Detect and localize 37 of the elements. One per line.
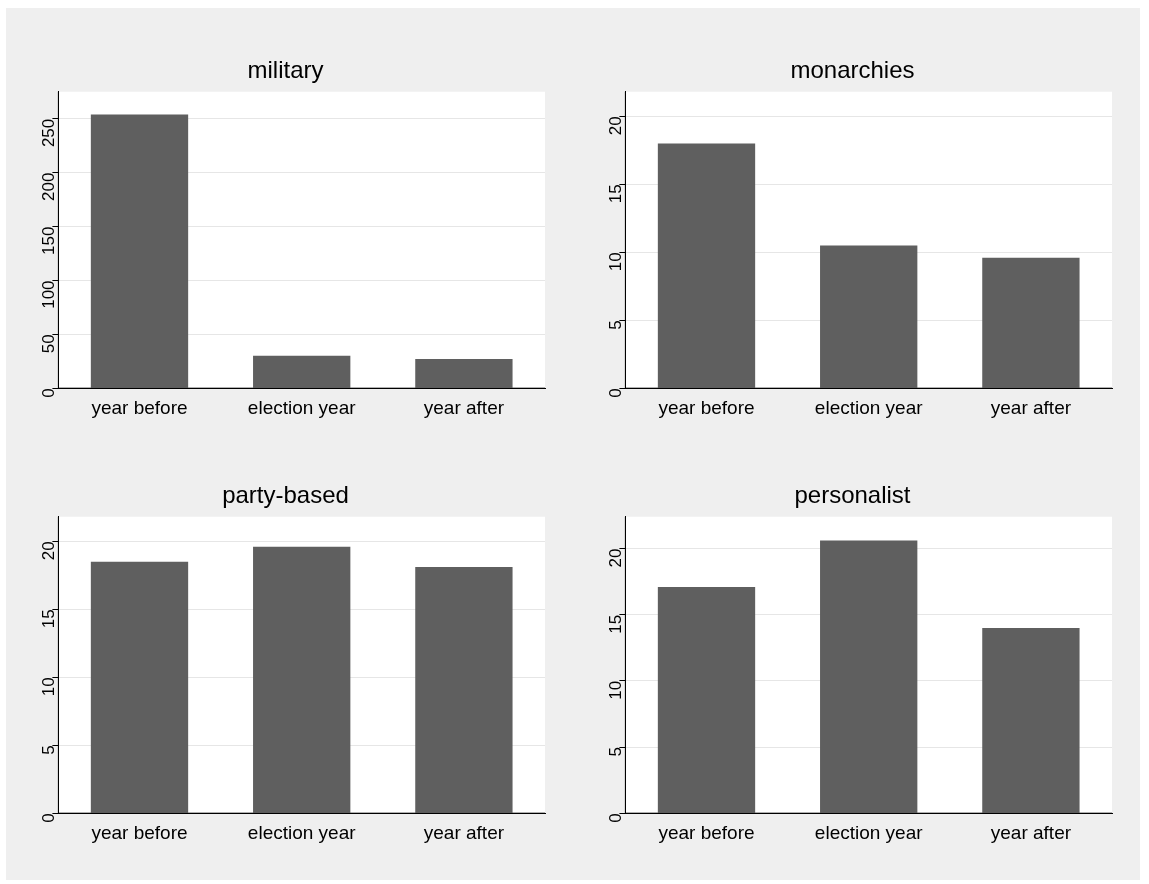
y-tick-label: 15 (606, 614, 626, 634)
x-tick-label: year before (658, 821, 755, 843)
y-tick-label: 200 (39, 172, 59, 202)
y-tick-label: 20 (606, 548, 626, 568)
y-tick-label: 5 (39, 745, 59, 755)
x-tick-label: election year (814, 821, 924, 843)
chart-title: military (247, 56, 324, 84)
chart-title: monarchies (790, 56, 915, 84)
y-tick-label: 250 (39, 118, 59, 148)
chart-title: personalist (794, 481, 911, 509)
x-tick-label: election year (247, 396, 357, 418)
x-tick-label: year after (423, 821, 505, 843)
y-tick-label: 20 (606, 116, 626, 136)
y-tick-label: 100 (39, 280, 59, 309)
y-tick-label: 15 (39, 609, 59, 629)
y-tick-label: 5 (606, 320, 626, 330)
x-tick-label: year after (990, 396, 1072, 418)
x-tick-label: year after (990, 821, 1072, 843)
x-tick-label: year before (91, 821, 188, 843)
x-tick-label: year after (423, 396, 505, 418)
x-tick-label: election year (247, 821, 357, 843)
y-tick-label: 10 (39, 677, 59, 697)
y-tick-label: 0 (606, 813, 626, 823)
chart-title: party-based (222, 481, 349, 509)
x-tick-label: election year (814, 396, 924, 418)
y-tick-label: 10 (606, 680, 626, 700)
y-tick-label: 0 (39, 388, 59, 398)
y-tick-label: 15 (606, 184, 626, 204)
y-tick-label: 10 (606, 252, 626, 272)
y-tick-label: 50 (39, 334, 59, 354)
y-tick-label: 150 (39, 226, 59, 255)
y-tick-label: 0 (39, 813, 59, 823)
x-tick-label: year before (658, 396, 755, 418)
x-tick-label: year before (91, 396, 188, 418)
y-tick-label: 20 (39, 541, 59, 561)
y-tick-label: 0 (606, 388, 626, 398)
y-tick-label: 5 (606, 747, 626, 757)
